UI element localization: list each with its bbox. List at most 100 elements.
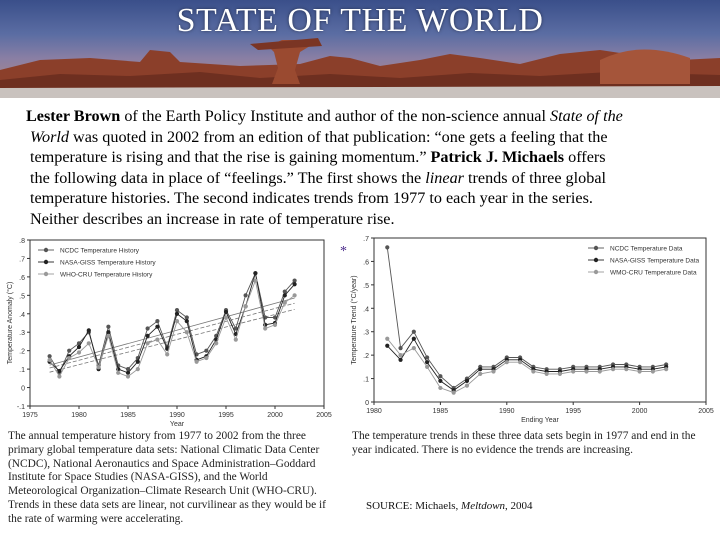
data-point [106,330,111,335]
publication-title-cont: World [30,127,69,146]
data-point [116,370,121,375]
legend-swatch-marker [43,247,49,253]
rock-arch-landscape-image [0,38,720,98]
data-point [282,300,287,305]
y-tick-label: .7 [363,236,369,243]
data-point [223,315,229,320]
data-point [478,371,483,376]
publication-title: State of the [550,107,623,125]
x-tick-label: 1990 [499,408,515,415]
data-point [398,346,403,351]
y-tick-label: .5 [19,293,25,300]
x-tick-label: 1995 [565,408,581,415]
data-point [624,367,629,372]
legend-entry: WHO-CRU Temperature History [60,272,153,279]
data-point [504,360,509,365]
data-point [398,353,403,358]
paragraph-line-4: the following data in place of “feelings… [26,168,698,189]
series-line [386,247,667,389]
source-book-title: Meltdown [461,500,506,512]
legend-swatch-marker [43,259,49,265]
y-tick-label: .6 [363,259,369,266]
legend-entry: NCDC Temperature History [60,248,140,255]
data-point [531,369,536,374]
data-point [571,369,576,374]
legend-swatch-marker [593,269,599,275]
data-point [184,315,189,320]
data-point [125,367,131,372]
data-point [517,360,523,365]
data-point [272,315,278,320]
paragraph-line-1: Lester Brown of the Earth Policy Institu… [26,106,698,127]
body-paragraph: Lester Brown of the Earth Policy Institu… [26,106,698,229]
x-tick-label: 1985 [120,412,136,419]
data-point [233,337,238,342]
series-line [386,338,667,394]
y-axis-label: Temperature Anomaly (°C) [6,282,14,365]
paragraph-text: offers [564,148,606,166]
data-point [263,326,268,331]
data-point [610,367,616,372]
legend-swatch-marker [593,257,599,263]
x-tick-label: 2000 [267,412,283,419]
data-point [204,355,209,361]
data-point [106,333,111,339]
source-citation: SOURCE: Michaels, Meltdown, 2004 [366,500,533,512]
y-tick-label: .2 [363,353,369,360]
data-point [282,289,287,294]
y-tick-label: .4 [19,312,25,319]
data-point [478,367,483,372]
paragraph-text: trends of three global [463,168,607,187]
data-point [135,367,140,372]
data-point [145,341,150,346]
slide-title: STATE OF THE WORLD [176,2,544,39]
data-point [67,348,72,353]
data-point [86,328,91,333]
data-point [385,343,390,348]
data-point [243,304,248,309]
data-point [96,365,101,370]
data-point [86,341,91,346]
paragraph-line-5: temperature histories. The second indica… [30,189,593,207]
data-point [174,307,180,313]
author-name-michaels: Patrick J. Michaels [430,148,565,166]
y-tick-label: .3 [19,330,25,337]
data-point [282,293,287,298]
y-tick-label: .4 [363,306,369,313]
legend-swatch-marker [43,271,49,277]
data-point [145,326,150,331]
series-line [49,273,295,374]
x-tick-label: 1975 [22,412,38,419]
data-point [204,348,209,353]
data-point [464,378,470,384]
paragraph-text: temperature is rising and that the rise … [30,148,431,166]
data-point [385,336,390,341]
x-tick-label: 1985 [433,408,449,415]
plot-frame [373,237,707,403]
data-point [47,357,52,362]
x-tick-label: 1980 [71,412,87,419]
data-point [76,344,82,350]
data-point [292,282,297,287]
legend-entry: NCDC Temperature Data [610,246,683,253]
legend-entry: NASA-GISS Temperature Data [610,258,699,265]
legend-swatch-marker [593,245,599,251]
y-tick-label: -.1 [17,404,25,411]
data-point [438,374,443,379]
data-point [155,337,160,342]
data-point [174,311,180,316]
x-tick-label: 2005 [698,408,714,415]
emphasis-linear: linear [425,168,464,187]
data-point [184,330,189,335]
data-point [165,352,170,357]
data-point [438,385,443,391]
data-point [425,360,430,365]
data-point [223,309,229,315]
data-point [544,371,549,376]
data-point [253,278,258,283]
data-point [125,370,131,375]
data-point [398,357,403,362]
data-point [57,374,62,379]
chart2-caption: The temperature trends in these three da… [352,430,696,456]
